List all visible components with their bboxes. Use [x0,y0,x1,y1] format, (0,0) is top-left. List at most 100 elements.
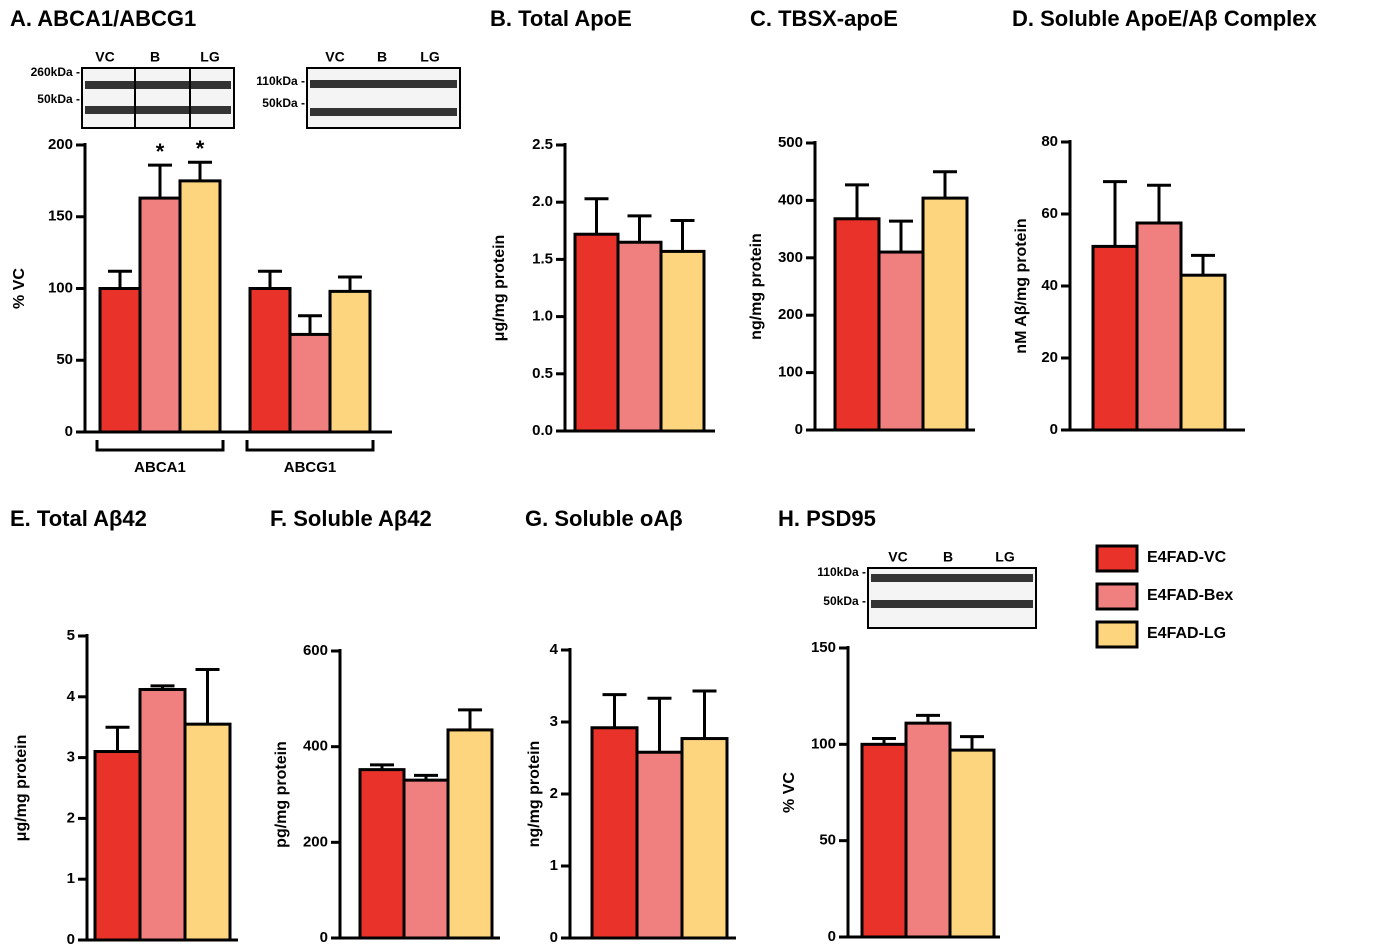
legend-swatch [1097,546,1137,571]
bar [360,770,404,938]
blot-band [871,600,1033,608]
y-axis-label: pg/mg protein [273,741,290,848]
legend-label: E4FAD-Bex [1147,587,1233,604]
y-tick-label: 50 [56,351,73,368]
y-tick-label: 0 [65,423,73,440]
bar [835,219,879,430]
y-tick-label: 200 [303,833,328,850]
y-tick-label: 0 [1050,421,1058,438]
blot-image [82,68,234,128]
lane-label: VC [95,49,114,65]
y-axis-label: % VC [781,772,798,813]
size-marker: 50kDa - [37,92,80,106]
y-tick-label: 50 [819,832,836,849]
bar [923,198,967,430]
y-tick-label: 0.0 [532,422,553,439]
bar [879,252,923,430]
lane-label: LG [200,49,220,65]
bar [1137,223,1181,430]
bar [180,181,220,432]
y-tick-label: 0 [828,928,836,945]
y-tick-label: 80 [1041,133,1058,150]
y-axis-label: μg/mg protein [491,235,508,342]
y-tick-label: 2 [67,809,75,826]
size-marker: 110kDa - [817,565,866,579]
y-tick-label: 500 [778,134,803,151]
figure: A. ABCA1/ABCG1% VC050100150200**ABCA1ABC… [0,0,1396,948]
panel-title: G. Soluble oAβ [525,506,683,531]
y-tick-label: 400 [303,738,328,755]
size-marker: 50kDa - [823,594,866,608]
panel-title: H. PSD95 [778,506,876,531]
bar [575,234,618,431]
bar [592,728,637,938]
panel-title: A. ABCA1/ABCG1 [10,6,196,31]
size-marker: 260kDa - [31,65,80,79]
y-axis-label: ng/mg protein [526,741,543,848]
lane-label: B [377,49,387,65]
bar [1093,246,1137,430]
y-axis-label: μg/mg protein [13,735,30,842]
y-tick-label: 300 [778,249,803,266]
significance-mark: * [156,139,165,164]
y-tick-label: 0 [67,931,75,948]
bar [950,750,994,937]
bar [404,780,448,938]
y-tick-label: 20 [1041,349,1058,366]
y-tick-label: 150 [811,639,836,656]
bar [100,289,140,433]
panel-title: F. Soluble Aβ42 [270,506,432,531]
blot-band [85,81,231,89]
blot-image [307,68,460,128]
y-tick-label: 1.0 [532,308,553,325]
y-tick-label: 2 [550,785,558,802]
bar [250,289,290,433]
panel-title: D. Soluble ApoE/Aβ Complex [1012,6,1318,31]
panel-title: E. Total Aβ42 [10,506,147,531]
bar [862,744,906,937]
bar [140,198,180,432]
bar [330,291,370,432]
y-tick-label: 100 [48,279,73,296]
legend-label: E4FAD-LG [1147,625,1226,642]
y-tick-label: 0 [320,929,328,946]
y-tick-label: 100 [778,364,803,381]
y-axis-label: % VC [11,268,28,309]
bar [661,251,704,431]
legend-label: E4FAD-VC [1147,549,1227,566]
y-axis-label: ng/mg protein [748,233,765,340]
bar [140,690,185,940]
size-marker: 110kDa - [256,74,305,88]
y-tick-label: 400 [778,191,803,208]
y-tick-label: 100 [811,735,836,752]
lane-label: B [943,549,953,565]
lane-label: LG [995,549,1015,565]
y-tick-label: 40 [1041,277,1058,294]
lane-label: LG [420,49,440,65]
y-tick-label: 4 [67,688,76,705]
category-bracket [247,440,373,450]
y-tick-label: 2.5 [532,136,553,153]
legend-swatch [1097,584,1137,609]
panel-title: B. Total ApoE [490,6,632,31]
y-tick-label: 0 [550,929,558,946]
y-tick-label: 0.5 [532,365,553,382]
blot-band [310,108,457,116]
category-bracket [97,440,223,450]
blot-band [310,80,457,88]
y-tick-label: 1 [550,857,558,874]
bar [95,752,140,940]
significance-mark: * [196,136,205,161]
y-tick-label: 1 [67,870,75,887]
y-tick-label: 200 [48,136,73,153]
y-tick-label: 1.5 [532,250,553,267]
y-tick-label: 60 [1041,205,1058,222]
bar [682,739,727,938]
legend-swatch [1097,622,1137,647]
bar [290,334,330,432]
y-tick-label: 200 [778,306,803,323]
bar [448,730,492,938]
y-tick-label: 5 [67,627,75,644]
lane-label: VC [888,549,907,565]
blot-band [85,106,231,114]
